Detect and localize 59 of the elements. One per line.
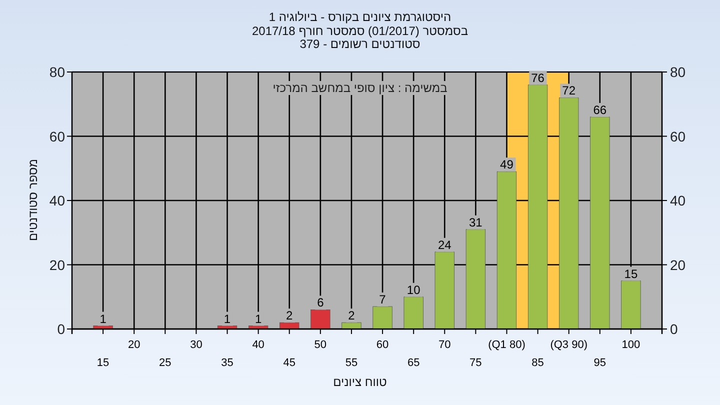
x-tick-label: 40 bbox=[252, 339, 264, 351]
x-axis-title: טווח ציונים bbox=[333, 375, 388, 389]
y-tick-label: 40 bbox=[49, 192, 66, 208]
data-label: 2 bbox=[348, 308, 356, 323]
bar bbox=[434, 252, 454, 330]
data-label: 1 bbox=[224, 312, 231, 326]
data-label: 72 bbox=[562, 84, 576, 98]
x-tick-label: (Q1 80) bbox=[488, 339, 526, 351]
data-label: 1 bbox=[100, 312, 107, 326]
bar bbox=[310, 310, 330, 330]
x-tick-label: 95 bbox=[594, 357, 606, 369]
x-tick-label: 100 bbox=[622, 339, 640, 351]
x-tick-label: 45 bbox=[283, 357, 296, 369]
bar bbox=[280, 322, 300, 330]
text: סטודנטים רשומים - 379 bbox=[300, 37, 420, 51]
y-tick-label: 0 bbox=[57, 321, 66, 337]
y-axis-title: מספר סטודנטים bbox=[26, 158, 40, 242]
data-label: 76 bbox=[531, 70, 545, 85]
y2-tick-label: 20 bbox=[670, 256, 686, 273]
x-tick-label: 20 bbox=[128, 339, 140, 351]
x-tick-label: 85 bbox=[532, 357, 544, 369]
chart-title: היסטוגרמת ציונים בקורס - ביולוגיה 1 bbox=[268, 10, 452, 24]
data-label: 49 bbox=[500, 158, 514, 172]
x-tick-label: 25 bbox=[159, 357, 172, 369]
bar bbox=[342, 322, 362, 330]
data-label: 6 bbox=[317, 296, 324, 310]
data-label: 66 bbox=[593, 102, 607, 117]
data-label: 1 bbox=[254, 312, 262, 326]
x-tick-label: 30 bbox=[190, 339, 202, 351]
bar bbox=[621, 280, 641, 330]
x-tick-label: 50 bbox=[314, 339, 327, 351]
y-tick-label: 20 bbox=[49, 256, 66, 273]
bar bbox=[404, 296, 424, 330]
x-tick-label: 15 bbox=[96, 357, 110, 369]
y2-tick-label: 0 bbox=[670, 321, 678, 337]
bar bbox=[372, 306, 392, 330]
bar bbox=[466, 229, 486, 330]
bar bbox=[496, 171, 517, 330]
bar bbox=[590, 116, 610, 330]
text: בסמסטר (01/2017) סמסטר חורף 2017/18 bbox=[252, 24, 468, 38]
y2-tick-label: 80 bbox=[670, 64, 686, 80]
x-tick-label: 60 bbox=[376, 339, 389, 351]
data-label: 15 bbox=[624, 266, 638, 281]
y-tick-label: 80 bbox=[49, 64, 66, 80]
x-tick-label: (Q3 90) bbox=[550, 339, 588, 351]
annotation: במשימה : ציון סופי במחשב המרכזי bbox=[272, 81, 448, 95]
x-tick-label: 70 bbox=[438, 339, 451, 351]
y2-tick-label: 60 bbox=[670, 128, 686, 144]
data-label: 7 bbox=[379, 292, 386, 307]
x-tick-label: 55 bbox=[345, 357, 358, 369]
data-label: 2 bbox=[286, 308, 294, 323]
x-tick-label: 35 bbox=[221, 357, 234, 369]
data-label: 24 bbox=[438, 238, 452, 252]
data-label: 31 bbox=[469, 215, 483, 230]
y-tick-label: 60 bbox=[49, 128, 66, 144]
x-tick-label: 65 bbox=[407, 357, 420, 369]
data-label: 10 bbox=[406, 282, 421, 297]
y2-tick-label: 40 bbox=[670, 192, 686, 208]
x-tick-label: 75 bbox=[470, 357, 482, 369]
